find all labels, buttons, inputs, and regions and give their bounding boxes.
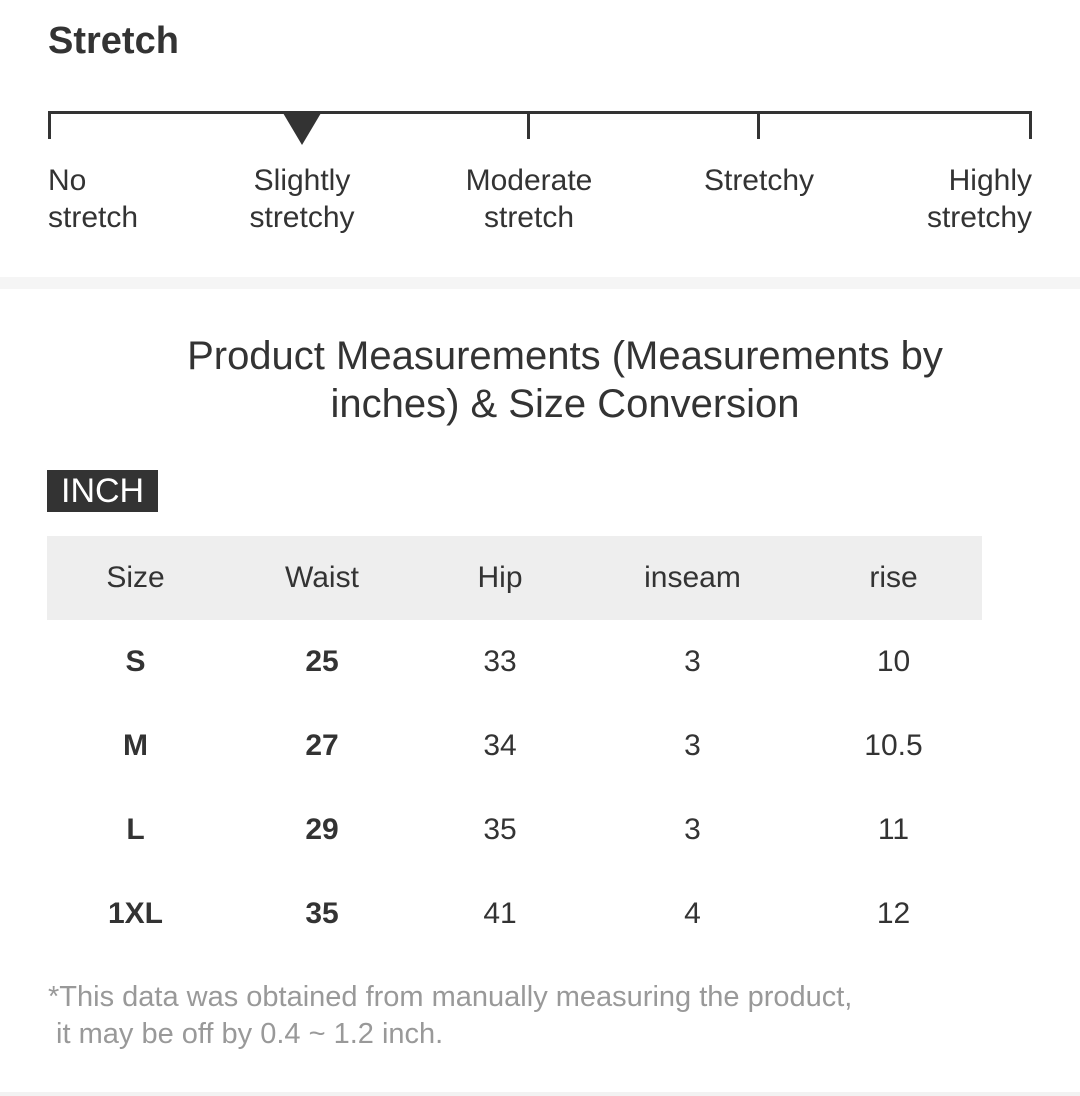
table-row: 1XL 35 41 4 12 — [47, 872, 982, 956]
inseam-cell: 4 — [684, 897, 701, 930]
table-header-row: Size Waist Hip inseam rise — [47, 536, 982, 620]
hip-cell: 41 — [483, 897, 517, 930]
stretch-scale-tick — [48, 111, 51, 139]
stretch-level-no-stretch: No stretch — [48, 164, 139, 234]
size-cell: 1XL — [107, 897, 164, 930]
inseam-cell: 3 — [684, 729, 701, 762]
measurement-note: *This data was obtained from manually me… — [48, 981, 853, 1050]
waist-cell: 29 — [305, 813, 339, 846]
bottom-divider — [0, 1092, 1080, 1096]
table-row: M 27 34 3 10.5 — [47, 704, 982, 788]
stretch-level-slightly-stretchy: Slightly stretchy — [249, 164, 355, 234]
column-header-hip: Hip — [477, 561, 523, 594]
waist-cell: 25 — [305, 645, 339, 678]
stretch-scale-tick — [757, 111, 760, 139]
size-cell: L — [126, 813, 145, 846]
stretch-scale-line — [48, 111, 1032, 114]
column-header-rise: rise — [869, 561, 918, 594]
inseam-cell: 3 — [684, 813, 701, 846]
stretch-pointer-icon — [283, 113, 321, 145]
rise-cell: 10.5 — [864, 729, 923, 762]
stretch-title: Stretch — [48, 20, 179, 62]
measurements-title: Product Measurements (Measurements by in… — [187, 334, 943, 426]
stretch-scale-tick — [1029, 111, 1032, 139]
size-cell: S — [125, 645, 146, 678]
rise-cell: 11 — [877, 813, 910, 846]
table-row: S 25 33 3 10 — [47, 620, 982, 704]
stretch-scale-tick — [527, 111, 530, 139]
stretch-level-moderate-stretch: Moderate stretch — [465, 164, 593, 234]
section-divider — [0, 277, 1080, 289]
waist-cell: 27 — [305, 729, 339, 762]
column-header-size: Size — [106, 561, 165, 594]
stretch-level-stretchy: Stretchy — [703, 164, 815, 197]
stretch-level-highly-stretchy: Highly stretchy — [926, 164, 1032, 234]
column-header-inseam: inseam — [644, 561, 741, 594]
rise-cell: 10 — [876, 645, 911, 678]
table-row: L 29 35 3 11 — [47, 788, 982, 872]
inseam-cell: 3 — [684, 645, 701, 678]
hip-cell: 35 — [483, 813, 517, 846]
column-header-waist: Waist — [285, 561, 359, 594]
hip-cell: 33 — [483, 645, 517, 678]
rise-cell: 12 — [876, 897, 911, 930]
size-table: Size Waist Hip inseam rise S 25 33 3 10 … — [47, 536, 982, 956]
unit-badge: INCH — [47, 470, 159, 512]
waist-cell: 35 — [305, 897, 339, 930]
hip-cell: 34 — [483, 729, 517, 762]
size-cell: M — [123, 729, 148, 762]
